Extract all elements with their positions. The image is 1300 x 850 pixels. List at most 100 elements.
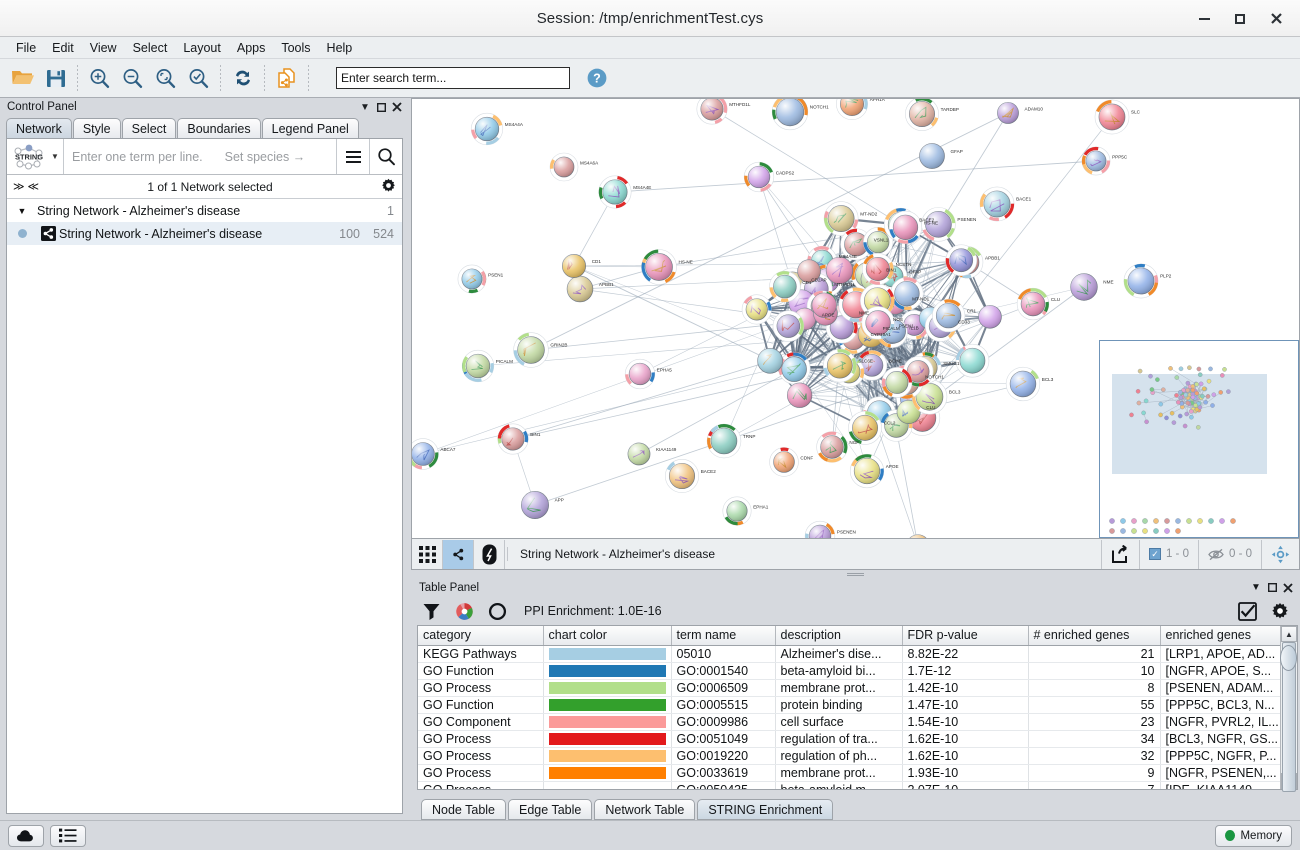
network-node[interactable] xyxy=(822,348,857,383)
network-node[interactable] xyxy=(470,112,504,146)
network-node[interactable] xyxy=(722,496,752,526)
open-folder-button[interactable] xyxy=(6,62,39,95)
network-node[interactable] xyxy=(627,442,651,466)
network-node[interactable] xyxy=(945,244,978,277)
grid-layout-button[interactable] xyxy=(412,539,443,569)
network-node[interactable] xyxy=(811,292,837,318)
export-image-button[interactable] xyxy=(1100,539,1139,569)
network-settings-button[interactable] xyxy=(381,178,396,196)
network-node[interactable] xyxy=(706,423,742,459)
tab-string-enrichment[interactable]: STRING Enrichment xyxy=(697,799,834,820)
tab-style[interactable]: Style xyxy=(72,118,121,138)
zoom-selected-button[interactable] xyxy=(182,62,215,95)
network-node[interactable] xyxy=(757,347,783,374)
network-node[interactable] xyxy=(1005,366,1041,402)
search-input[interactable]: Enter search term... xyxy=(336,67,570,89)
zoom-fit-button[interactable] xyxy=(149,62,182,95)
network-node[interactable] xyxy=(521,491,549,519)
tree-collapse-caret[interactable]: ▼ xyxy=(17,205,27,216)
tab-edge-table[interactable]: Edge Table xyxy=(508,799,593,820)
filter-button[interactable] xyxy=(419,599,443,623)
scroll-knob[interactable] xyxy=(1280,645,1297,672)
table-settings-button[interactable] xyxy=(1268,599,1292,623)
network-node[interactable] xyxy=(769,447,799,477)
network-node[interactable] xyxy=(823,201,859,236)
network-tree-root-row[interactable]: ▼ String Network - Alzheimer's disease 1 xyxy=(7,199,402,222)
network-node[interactable] xyxy=(921,207,956,242)
annotation-button[interactable] xyxy=(474,539,505,569)
table-row[interactable]: GO Process GO:0033619 membrane prot... 1.93… xyxy=(418,764,1280,782)
network-node[interactable] xyxy=(641,249,677,285)
network-node[interactable] xyxy=(797,259,821,283)
selected-nodes-indicator[interactable]: 1 - 0 xyxy=(1138,539,1198,569)
close-button[interactable] xyxy=(1258,4,1294,34)
network-node[interactable] xyxy=(743,161,775,193)
network-node[interactable] xyxy=(848,410,882,445)
control-panel-close-button[interactable] xyxy=(389,99,405,115)
network-node[interactable] xyxy=(412,438,439,470)
string-species-dropdown[interactable]: ▼ xyxy=(51,152,59,161)
table-row[interactable]: GO Process GO:0050435beta-amyloid m...2.0… xyxy=(418,781,1280,789)
select-all-button[interactable] xyxy=(1235,599,1259,623)
network-node[interactable] xyxy=(978,305,1002,329)
set-species-link[interactable]: Set species → xyxy=(224,149,306,164)
menu-select[interactable]: Select xyxy=(132,40,168,55)
network-node[interactable] xyxy=(881,367,913,398)
network-node[interactable] xyxy=(863,227,894,258)
network-node[interactable] xyxy=(861,306,895,340)
network-tree-child-row[interactable]: String Network - Alzheimer's disease 100… xyxy=(7,222,402,245)
tab-node-table[interactable]: Node Table xyxy=(421,799,507,820)
menu-tools[interactable]: Tools xyxy=(281,40,311,55)
network-node[interactable] xyxy=(461,349,495,383)
network-node[interactable] xyxy=(771,99,809,131)
scroll-up-button[interactable]: ▲ xyxy=(1281,626,1297,643)
string-query-input[interactable]: Enter one term per line. Set species → xyxy=(63,139,336,174)
column-header-chart_color[interactable]: chart color xyxy=(543,626,672,646)
tab-network[interactable]: Network xyxy=(6,118,72,138)
network-node[interactable] xyxy=(457,264,487,294)
share-network-button[interactable] xyxy=(443,539,474,569)
network-canvas[interactable]: MT-ND2 MT-ND1 VSNL1 CD2AP MS4A4E PICALM BIN1 BA… xyxy=(411,98,1300,539)
network-node[interactable] xyxy=(840,228,873,261)
network-node[interactable] xyxy=(1081,146,1111,176)
zoom-out-button[interactable] xyxy=(116,62,149,95)
network-node[interactable] xyxy=(997,102,1019,124)
task-list-button[interactable] xyxy=(50,824,86,847)
menu-apps[interactable]: Apps xyxy=(236,40,266,55)
table-row[interactable]: KEGG Pathways 05010 Alzheimer's dise... 8.8… xyxy=(418,645,1280,663)
network-node[interactable] xyxy=(919,143,945,169)
network-node[interactable] xyxy=(836,99,868,120)
hidden-nodes-indicator[interactable]: 0 - 0 xyxy=(1197,539,1261,569)
table-row[interactable]: GO Function GO:0005515 protein binding 1.47… xyxy=(418,696,1280,714)
birdseye-navigator[interactable] xyxy=(1099,340,1299,538)
tab-select[interactable]: Select xyxy=(121,118,177,138)
network-node[interactable] xyxy=(888,210,923,244)
string-options-button[interactable] xyxy=(336,139,369,174)
chart-color-button[interactable] xyxy=(452,599,476,623)
network-node[interactable] xyxy=(696,99,728,125)
vertical-splitter[interactable] xyxy=(411,570,1300,579)
minimize-button[interactable] xyxy=(1186,4,1222,34)
network-node[interactable] xyxy=(1016,287,1050,321)
network-node[interactable] xyxy=(905,99,939,131)
tab-boundaries[interactable]: Boundaries xyxy=(177,118,261,138)
scroll-thumb[interactable] xyxy=(1282,642,1296,793)
scroll-track[interactable] xyxy=(1280,642,1297,793)
network-node[interactable] xyxy=(907,534,930,539)
network-node[interactable] xyxy=(955,343,990,378)
birdseye-toggle-button[interactable] xyxy=(1261,539,1299,569)
network-node[interactable] xyxy=(816,431,848,463)
network-node[interactable] xyxy=(549,152,579,182)
string-search-button[interactable] xyxy=(369,139,402,174)
tab-legend-panel[interactable]: Legend Panel xyxy=(261,118,359,138)
menu-edit[interactable]: Edit xyxy=(52,40,74,55)
network-node[interactable] xyxy=(741,294,772,325)
cloud-button[interactable] xyxy=(8,824,44,847)
zoom-in-button[interactable] xyxy=(83,62,116,95)
donut-chart-button[interactable] xyxy=(485,599,509,623)
network-node[interactable] xyxy=(890,277,924,311)
menu-view[interactable]: View xyxy=(89,40,117,55)
network-node[interactable] xyxy=(497,423,529,455)
network-node[interactable] xyxy=(513,332,549,368)
menu-layout[interactable]: Layout xyxy=(183,40,221,55)
